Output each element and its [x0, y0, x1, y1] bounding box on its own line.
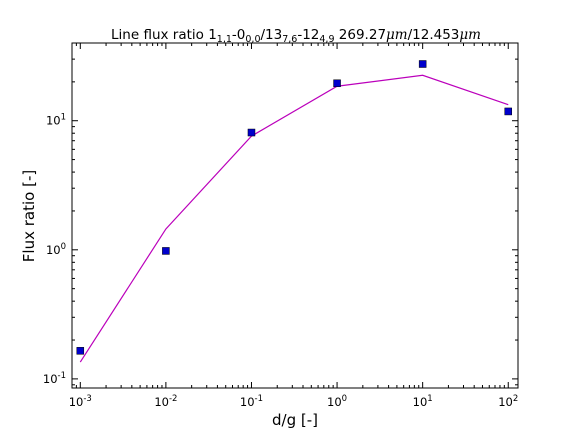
- title-unit1: μm: [386, 27, 408, 43]
- x-tick-label: 102: [498, 394, 518, 409]
- x-axis-label: d/g [-]: [272, 411, 318, 429]
- title-sub4: 4,9: [319, 34, 334, 45]
- x-tick-label: 10-3: [69, 394, 92, 409]
- plot-frame: [71, 42, 519, 389]
- data-point-square: [333, 79, 341, 88]
- marker-layer: [76, 60, 512, 355]
- title-prefix: Line flux ratio 1: [111, 27, 217, 43]
- data-point-square: [162, 247, 170, 255]
- data-point-square: [247, 128, 256, 137]
- data-point-square: [418, 60, 427, 68]
- y-tick-label: 100: [46, 242, 66, 257]
- title-sub1: 1,1: [217, 34, 232, 45]
- y-tick-label: 10-1: [43, 371, 66, 386]
- title-sub3: 7,6: [282, 34, 297, 45]
- title-mid3: -12: [297, 27, 319, 43]
- x-tick-label: 100: [327, 394, 347, 409]
- data-point-square: [504, 107, 512, 116]
- title-mid5: /12.453: [408, 27, 460, 43]
- y-axis-label: Flux ratio [-]: [20, 170, 38, 262]
- data-point-square: [76, 347, 85, 355]
- x-tick-label: 10-1: [240, 394, 263, 409]
- line-layer: [79, 74, 509, 363]
- chart-title: Line flux ratio 11,1-00,0/137,6-124,9 26…: [111, 27, 481, 45]
- x-tick-label: 101: [413, 394, 433, 409]
- title-mid4: 269.27: [335, 27, 387, 43]
- title-mid1: -0: [232, 27, 245, 43]
- y-tick-label: 101: [46, 113, 66, 128]
- model-line: [79, 74, 509, 363]
- title-sub2: 0,0: [245, 34, 260, 45]
- x-tick-label: 10-2: [154, 394, 177, 409]
- title-unit2: μm: [459, 27, 481, 43]
- title-mid2: /13: [260, 27, 282, 43]
